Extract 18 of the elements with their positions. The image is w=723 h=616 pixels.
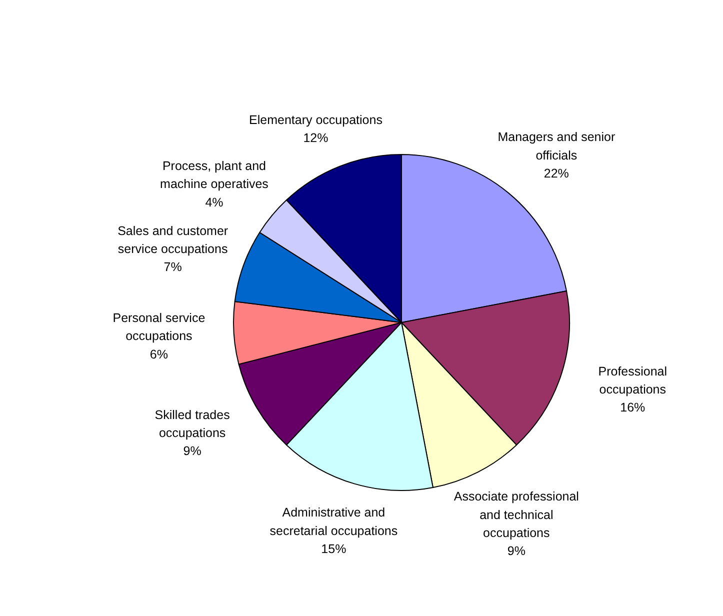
data-label: 16% bbox=[620, 400, 646, 415]
slice-label: Skilled trades occupations bbox=[154, 408, 230, 440]
slice-label: Professional occupations bbox=[598, 364, 668, 397]
data-label: 4% bbox=[205, 195, 224, 210]
slice-label: Process, plant and machine operatives bbox=[160, 158, 268, 192]
data-label: 12% bbox=[303, 131, 328, 146]
slice-label: Administrative and secretarial occupations bbox=[270, 506, 398, 538]
slice-label: Elementary occupations bbox=[249, 113, 382, 128]
data-label: 22% bbox=[544, 166, 569, 180]
slice-label: Personal service occupations bbox=[112, 310, 206, 344]
data-label: 15% bbox=[321, 542, 346, 556]
data-label: 7% bbox=[164, 260, 182, 274]
slice-label: Sales and customer service occupations bbox=[118, 224, 228, 256]
slice-label: Associate professional and technical occupations bbox=[454, 490, 579, 540]
data-label: 6% bbox=[150, 347, 168, 362]
data-label: 9% bbox=[183, 444, 202, 458]
slice-label: Managers and senior officials bbox=[498, 130, 616, 162]
data-label: 9% bbox=[507, 544, 526, 558]
